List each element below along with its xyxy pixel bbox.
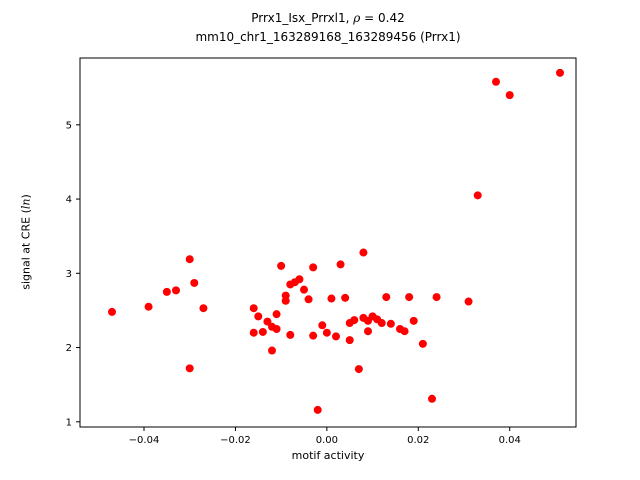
- data-point: [309, 331, 318, 340]
- data-point: [418, 339, 427, 348]
- data-point: [377, 319, 386, 328]
- data-point: [144, 302, 153, 311]
- data-point: [172, 286, 180, 295]
- data-point: [300, 285, 308, 294]
- chart-title-value: = 0.42: [360, 11, 405, 25]
- data-point: [492, 77, 500, 86]
- data-point: [350, 316, 359, 325]
- data-point: [199, 304, 208, 313]
- data-point: [249, 328, 258, 337]
- data-point: [400, 327, 409, 336]
- data-point: [254, 312, 263, 321]
- chart-subtitle: mm10_chr1_163289168_163289456 (Prrx1): [195, 30, 461, 44]
- y-axis-label: signal at CRE (ln): [20, 194, 33, 290]
- data-point: [405, 293, 414, 302]
- data-point: [286, 330, 295, 339]
- x-axis-label: motif activity: [291, 449, 365, 462]
- data-point: [354, 365, 363, 374]
- data-point: [505, 91, 514, 100]
- y-axis-label-suffix: ): [19, 194, 33, 199]
- data-point: [268, 346, 276, 355]
- data-point: [382, 293, 391, 302]
- data-point: [556, 68, 564, 77]
- data-point: [295, 275, 304, 284]
- chart-title: Prrx1_Isx_Prrxl1, ρ = 0.42: [80, 11, 576, 25]
- y-tick-label: 1: [66, 417, 72, 428]
- data-point: [318, 321, 327, 330]
- data-point: [364, 327, 372, 336]
- data-point: [464, 297, 473, 306]
- data-point: [108, 307, 116, 316]
- data-point: [432, 293, 441, 302]
- data-point: [332, 332, 340, 341]
- y-axis-label-italic: ln: [19, 198, 33, 210]
- y-axis-label-prefix: signal at CRE (: [19, 209, 33, 290]
- data-point: [322, 328, 331, 337]
- data-point: [359, 248, 368, 257]
- data-point: [345, 336, 354, 345]
- y-tick-label: 3: [66, 269, 72, 280]
- data-point: [428, 394, 436, 403]
- data-point: [473, 191, 482, 200]
- x-tick-label: −0.04: [129, 435, 160, 446]
- x-tick-label: 0.02: [407, 435, 429, 446]
- data-point: [185, 364, 194, 373]
- axes-spines: [79, 57, 577, 428]
- data-point: [249, 304, 258, 313]
- data-point: [258, 327, 267, 336]
- data-point: [309, 263, 318, 272]
- data-point: [313, 405, 322, 414]
- x-tick-label: 0.00: [316, 435, 338, 446]
- data-point: [162, 287, 171, 296]
- data-point: [386, 319, 395, 328]
- data-point: [190, 278, 199, 287]
- x-tick-label: −0.02: [220, 435, 251, 446]
- rho-symbol: ρ: [353, 11, 361, 25]
- data-point: [304, 295, 313, 304]
- data-point: [327, 294, 336, 303]
- data-point: [281, 296, 290, 305]
- data-point: [185, 255, 194, 264]
- data-point: [336, 260, 345, 269]
- y-tick-label: 2: [66, 343, 72, 354]
- x-tick-label: 0.04: [499, 435, 521, 446]
- y-tick-label: 5: [66, 120, 72, 131]
- data-point: [341, 293, 350, 302]
- data-point: [272, 324, 281, 333]
- data-point: [277, 261, 286, 270]
- chart-title-text: Prrx1_Isx_Prrxl1,: [251, 11, 354, 25]
- data-point: [272, 310, 281, 319]
- data-point: [263, 317, 272, 326]
- data-point: [409, 316, 418, 325]
- y-tick-label: 4: [66, 195, 72, 206]
